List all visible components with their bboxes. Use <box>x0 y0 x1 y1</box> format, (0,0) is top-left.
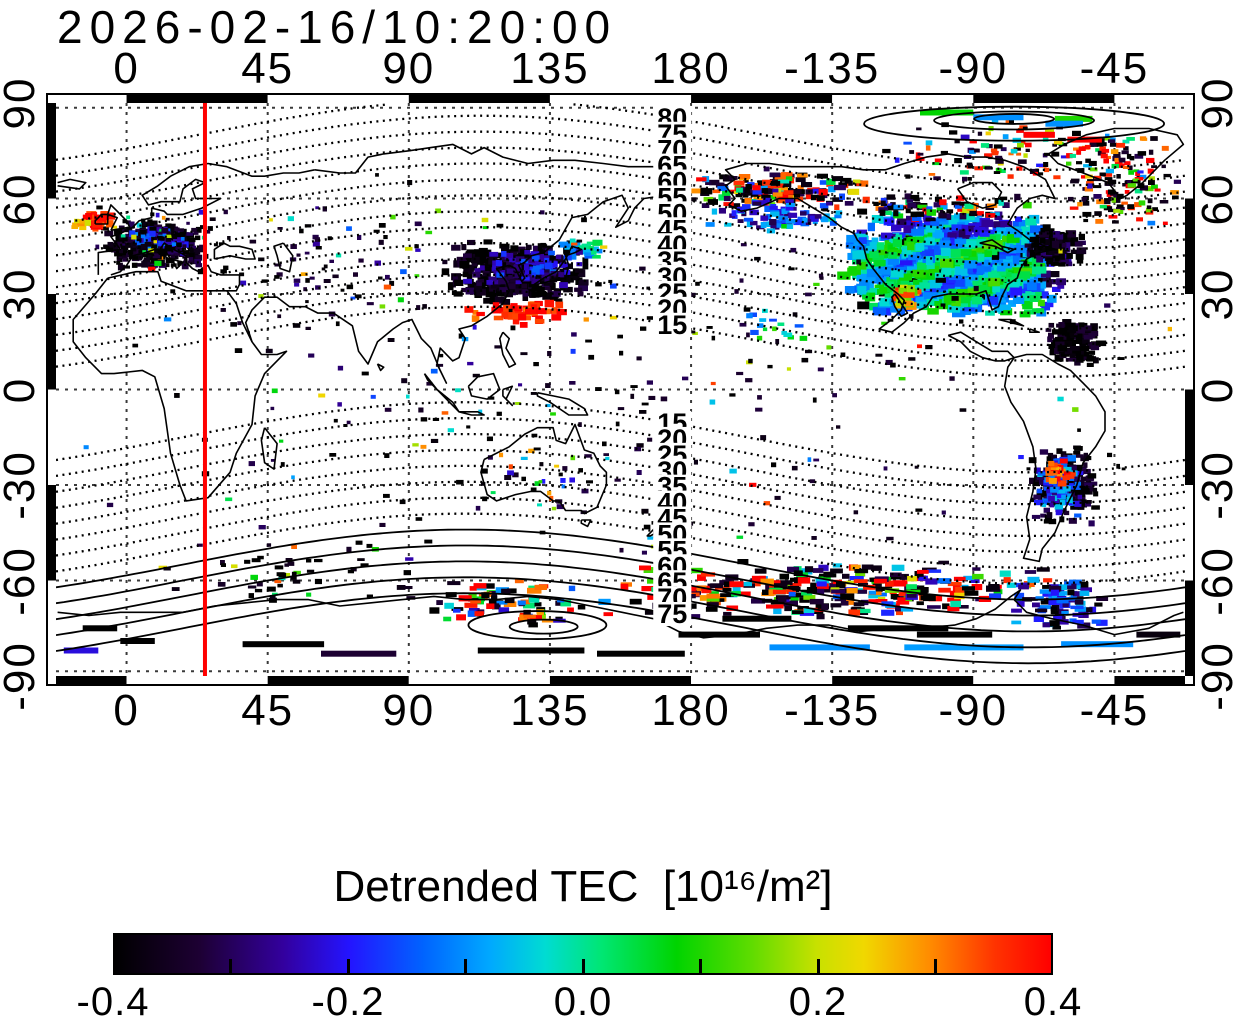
right-lat-tick-label: -30 <box>1193 450 1240 520</box>
left-lat-tick-label: 30 <box>0 267 44 321</box>
right-lat-tick-label: 30 <box>1193 267 1240 321</box>
colorbar-tick-label: -0.4 <box>76 980 150 1024</box>
right-lat-tick-label: 0 <box>1193 376 1240 403</box>
left-lat-tick-label: 60 <box>0 172 44 225</box>
top-lon-tick-label: -135 <box>784 44 881 93</box>
map-frame <box>46 93 1195 686</box>
maglat-contour-labels: 8075706560555045403530252015152025303540… <box>653 103 692 629</box>
right-lat-tick-label: -90 <box>1193 641 1240 711</box>
top-lon-tick-label: -90 <box>938 44 1009 93</box>
colorbar-minor-tick <box>934 959 937 973</box>
bottom-lon-tick-label: -45 <box>1079 686 1150 735</box>
bottom-lon-tick-label: 135 <box>510 686 590 735</box>
bottom-lon-tick-label: 90 <box>382 686 436 735</box>
bottom-lon-tick-label: 45 <box>241 686 295 735</box>
left-lat-tick-label: -90 <box>0 641 44 711</box>
plot-title: 2026-02-16/10:20:00 <box>57 1 618 53</box>
colorbar-minor-tick <box>699 959 702 973</box>
left-lat-tick-label: -60 <box>0 545 44 616</box>
colorbar-minor-tick <box>229 959 232 973</box>
colorbar-tick-label: 0.2 <box>788 980 848 1024</box>
left-lat-tick-label: -30 <box>0 450 44 520</box>
colorbar-tick-label: 0.0 <box>553 980 613 1024</box>
top-lon-tick-label: 135 <box>510 44 590 93</box>
top-lon-tick-label: 45 <box>241 44 295 93</box>
map-inner: 8075706560555045403530252015152025303540… <box>56 103 1185 676</box>
left-lat-tick-label: 90 <box>0 76 44 130</box>
world-map-plot: 8075706560555045403530252015152025303540… <box>46 93 1195 686</box>
colorbar-minor-tick <box>581 959 585 973</box>
colorbar-minor-tick <box>816 959 820 973</box>
colorbar-minor-tick <box>346 959 350 973</box>
noon-meridian-line <box>202 103 207 676</box>
top-lon-tick-label: 90 <box>382 44 436 93</box>
left-lat-tick-label: 0 <box>0 376 45 402</box>
maglat-contours <box>56 103 1185 665</box>
bottom-lon-tick-label: 0 <box>113 686 140 735</box>
svg-text:15: 15 <box>657 310 687 340</box>
colorbar-title: Detrended TEC [10¹⁶/m²] <box>333 862 833 911</box>
colorbar-tick-label: 0.4 <box>1023 980 1083 1024</box>
colorbar-tick-label: -0.2 <box>311 980 385 1024</box>
coastlines <box>57 127 1185 639</box>
bottom-lon-tick-label: -90 <box>938 686 1009 735</box>
right-lat-tick-label: 90 <box>1193 76 1240 130</box>
bottom-lon-tick-label: 180 <box>651 686 731 735</box>
top-lon-tick-label: 0 <box>113 44 140 93</box>
top-lon-tick-label: -45 <box>1079 44 1150 93</box>
top-lon-tick-label: 180 <box>651 44 731 93</box>
right-lat-tick-label: 60 <box>1193 172 1240 225</box>
bottom-lon-tick-label: -135 <box>784 686 881 735</box>
svg-text:75: 75 <box>657 599 687 629</box>
colorbar-minor-tick <box>464 959 467 973</box>
right-lat-tick-label: -60 <box>1193 545 1240 616</box>
